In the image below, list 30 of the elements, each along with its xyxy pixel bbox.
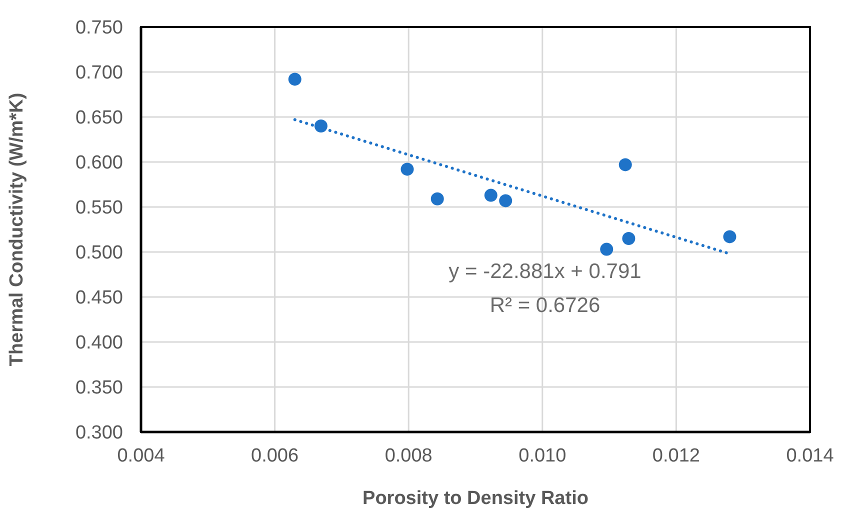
- point: [400, 162, 414, 176]
- point: [600, 242, 614, 256]
- y-tick-label: 0.650: [75, 108, 123, 129]
- point: [622, 232, 636, 245]
- y-tick-label: 0.750: [75, 18, 123, 39]
- point: [430, 192, 444, 206]
- y-tick-label: 0.500: [75, 242, 123, 264]
- x-tick-label: 0.010: [518, 445, 566, 466]
- annotation: y = -22.881x + 0.791: [448, 260, 642, 284]
- point: [314, 120, 328, 132]
- point: [499, 194, 512, 208]
- y-tick-label: 0.600: [75, 152, 123, 174]
- point: [618, 158, 632, 172]
- point: [484, 188, 498, 202]
- y-tick-label: 0.400: [75, 332, 123, 354]
- y-tick-label: 0.350: [75, 378, 123, 399]
- y-tick-label: 0.450: [75, 288, 123, 309]
- x-tick-label: 0.008: [384, 445, 432, 466]
- point: [723, 230, 736, 244]
- point: [288, 72, 302, 86]
- x-axis-title: Porosity to Density Ratio: [362, 488, 588, 509]
- annotation: R² = 0.6726: [488, 294, 602, 318]
- y-tick-label: 0.300: [75, 422, 123, 444]
- y-tick-label: 0.550: [75, 198, 123, 219]
- x-tick-label: 0.012: [652, 445, 700, 466]
- x-tick-label: 0.004: [117, 445, 166, 466]
- x-tick-label: 0.014: [786, 445, 834, 466]
- x-tick-label: 0.006: [251, 445, 299, 466]
- y-tick-label: 0.700: [75, 62, 123, 84]
- y-axis-title: Thermal Conductivity (W/m*K): [6, 92, 28, 366]
